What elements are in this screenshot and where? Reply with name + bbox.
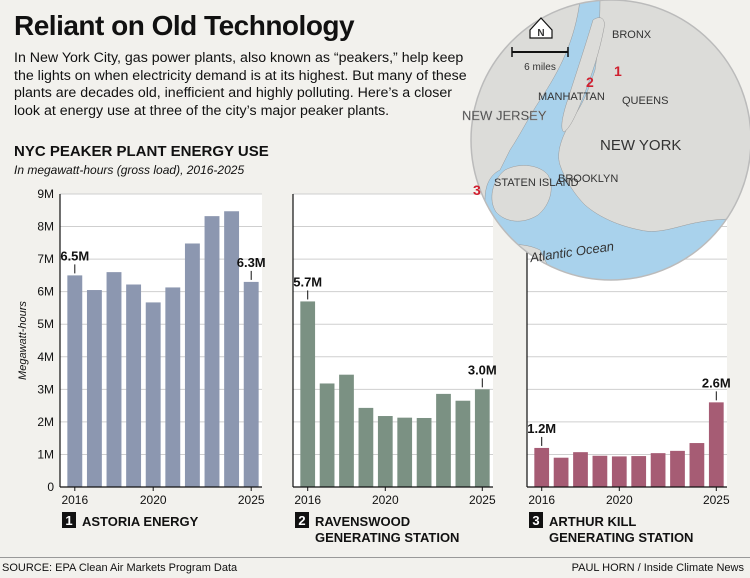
data-label: 1.2M [527,421,556,436]
footer-rule [0,557,750,558]
map-border [470,0,750,281]
data-label: 6.3M [237,255,266,270]
map-label-staten-island: STATEN ISLAND [494,177,579,189]
bar-2022 [650,453,666,487]
bar-2025 [708,402,724,487]
map-label-new-jersey: NEW JERSEY [462,108,547,123]
panel-number-box [62,512,76,528]
bar-2022 [184,243,200,487]
bar-2022 [416,417,432,487]
bar-2018 [573,452,588,487]
plant-name: ASTORIA ENERGY [82,514,199,529]
y-tick-label: 6M [37,285,54,299]
chart-panel-1: 0 1M 2M 3M 4M 5M 6M 7M 8M 9M Megawatt-hours 2016 202… [17,187,266,529]
y-tick-label: 4M [37,350,54,364]
panel-number: 2 [298,513,305,528]
bar-2016 [534,447,550,487]
scale-bar: 6 miles [511,47,569,73]
bar-2024 [224,211,240,487]
bar-2021 [631,456,647,487]
y-tick-label: 9M [37,187,54,201]
map-label-manhattan: MANHATTAN [538,91,605,103]
data-label: 6.5M [60,248,89,263]
bar-2023 [436,393,451,487]
bar-2023 [670,450,685,487]
chart-subheading: In megawatt-hours (gross load), 2016-202… [14,163,245,177]
intro-text: In New York City, gas power plants, also… [14,50,467,119]
bar-2018 [106,272,122,487]
y-tick-label: 8M [37,220,54,234]
bar-2019 [592,455,608,487]
svg-text:6 miles: 6 miles [524,62,556,73]
bar-2021 [165,287,181,487]
x-tick-label: 2016 [528,493,555,507]
bar-2017 [319,383,335,487]
map-land-staten-island [491,165,552,222]
map-land-long-island [558,0,750,232]
map-marker-1: 1 [614,63,622,79]
panel-number-box [529,512,543,528]
map-label-new-york: NEW YORK [600,137,681,154]
data-label: 3.0M [468,362,497,377]
y-tick-label: 3M [37,382,54,396]
plant-name: RAVENSWOOD GENERATING STATION [315,514,459,545]
bar-2018 [339,374,354,487]
bar-2017 [553,457,569,487]
bar-2017 [86,290,102,487]
bar-2021 [397,417,413,487]
bar-2016 [300,301,316,487]
map-marker-3: 3 [473,182,481,198]
bar-2020 [145,302,161,487]
map-label-brooklyn: BROOKLYN [558,173,618,185]
x-tick-label: 2020 [372,493,399,507]
panel-number: 3 [532,513,539,528]
y-tick-label: 2M [37,415,54,429]
chart-panel-2: 2016 2020 2025 5.7M 3.0M 2 RAVENSWOOD GENERATIN… [292,193,497,545]
data-label: 5.7M [293,274,322,289]
map-label-bronx: BRONX [612,29,652,41]
bar-2024 [689,443,705,487]
bar-2016 [67,275,83,487]
panel-number: 1 [65,513,72,528]
map-land-manhattan [561,17,605,133]
source-note: SOURCE: EPA Clean Air Markets Program Da… [2,562,238,574]
x-tick-label: 2025 [703,493,730,507]
bar-2023 [204,216,220,488]
credit-note: PAUL HORN / Inside Climate News [571,562,744,574]
y-tick-label: 0 [47,480,54,494]
x-tick-label: 2025 [238,493,265,507]
north-arrow-icon: N [529,17,553,39]
plant-name: ARTHUR KILL GENERATING STATION [549,514,693,545]
bar-2025 [243,281,259,487]
x-tick-label: 2016 [61,493,88,507]
y-tick-label: 5M [37,317,54,331]
page-title: Reliant on Old Technology [14,10,355,41]
y-tick-label: 7M [37,252,54,266]
bar-2025 [474,389,490,487]
bar-2019 [358,407,374,487]
chart-heading: NYC PEAKER PLANT ENERGY USE [14,143,269,160]
bar-2024 [455,400,471,487]
bar-2020 [377,416,393,487]
x-tick-label: 2020 [140,493,167,507]
bar-2019 [126,284,142,487]
panel-number-box [295,512,309,528]
data-label: 2.6M [702,375,731,390]
bar-2020 [611,456,627,487]
map-marker-2: 2 [586,74,594,90]
x-tick-label: 2020 [606,493,633,507]
y-axis-label: Megawatt-hours [17,301,29,380]
svg-text:N: N [537,28,544,39]
map-label-queens: QUEENS [622,95,668,107]
y-tick-label: 1M [37,447,54,461]
x-tick-label: 2025 [469,493,496,507]
x-tick-label: 2016 [294,493,321,507]
